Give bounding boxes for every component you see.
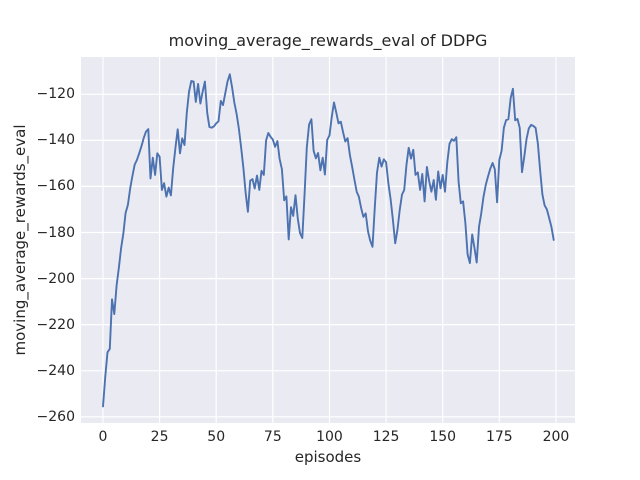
data-line [102, 73, 555, 408]
chart-title: moving_average_rewards_eval of DDPG [168, 31, 488, 50]
y-tick-label: −240 [36, 362, 75, 379]
x-tick-label: 25 [150, 429, 169, 445]
x-tick-label: 200 [542, 429, 570, 445]
x-tick-label: 125 [372, 429, 400, 445]
y-tick-label: −260 [36, 408, 75, 425]
x-tick-label: 100 [316, 429, 343, 445]
x-tick-label: 0 [98, 429, 108, 445]
y-tick-label: −160 [36, 178, 75, 195]
x-tick-label: 75 [263, 429, 282, 445]
y-tick-label: −140 [36, 132, 75, 149]
x-tick-label: 175 [485, 429, 513, 445]
y-tick-label: −180 [36, 224, 75, 241]
x-axis-label: episodes [294, 448, 362, 466]
y-tick-label: −220 [36, 316, 75, 333]
plot-area [81, 57, 575, 423]
y-axis-label: moving_average_rewards_eval [11, 124, 29, 356]
y-tick-label: −120 [36, 86, 75, 103]
x-tick-label: 150 [429, 429, 457, 445]
y-tick-label: −200 [36, 270, 75, 287]
line-chart-svg [81, 57, 575, 423]
x-tick-label: 50 [207, 429, 226, 445]
